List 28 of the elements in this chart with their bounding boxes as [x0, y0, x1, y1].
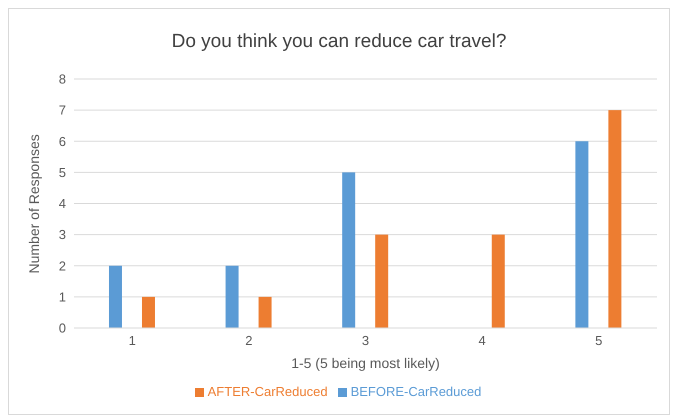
bar — [226, 266, 239, 328]
bar — [608, 110, 622, 328]
y-axis-title: Number of Responses — [26, 134, 42, 274]
y-tick-label: 4 — [58, 196, 66, 212]
bar — [142, 296, 155, 328]
legend-label: AFTER-CarReduced — [208, 384, 328, 399]
bar — [342, 172, 356, 328]
y-tick-label: 7 — [58, 102, 66, 118]
chart-title: Do you think you can reduce car travel? — [170, 31, 508, 53]
y-tick-label: 0 — [58, 320, 66, 336]
y-tick-label: 5 — [58, 164, 66, 180]
x-tick-label: 5 — [595, 333, 602, 348]
bar — [492, 234, 505, 328]
bar — [375, 234, 388, 328]
bar — [108, 266, 122, 328]
y-tick-label: 2 — [58, 258, 66, 274]
y-tick-label: 1 — [58, 289, 66, 304]
x-tick-label: 3 — [362, 333, 370, 348]
x-tick-label: 2 — [245, 333, 253, 348]
y-tick-label: 3 — [58, 227, 66, 242]
x-tick-label: 4 — [478, 333, 486, 348]
y-tick-label: 8 — [58, 72, 66, 87]
x-axis-title: 1-5 (5 being most likely) — [291, 355, 440, 371]
bar — [258, 296, 272, 328]
bar — [575, 141, 588, 328]
x-tick-label: 1 — [128, 333, 136, 348]
legend-label: BEFORE-CarReduced — [350, 384, 482, 399]
y-tick-label: 6 — [58, 134, 66, 149]
